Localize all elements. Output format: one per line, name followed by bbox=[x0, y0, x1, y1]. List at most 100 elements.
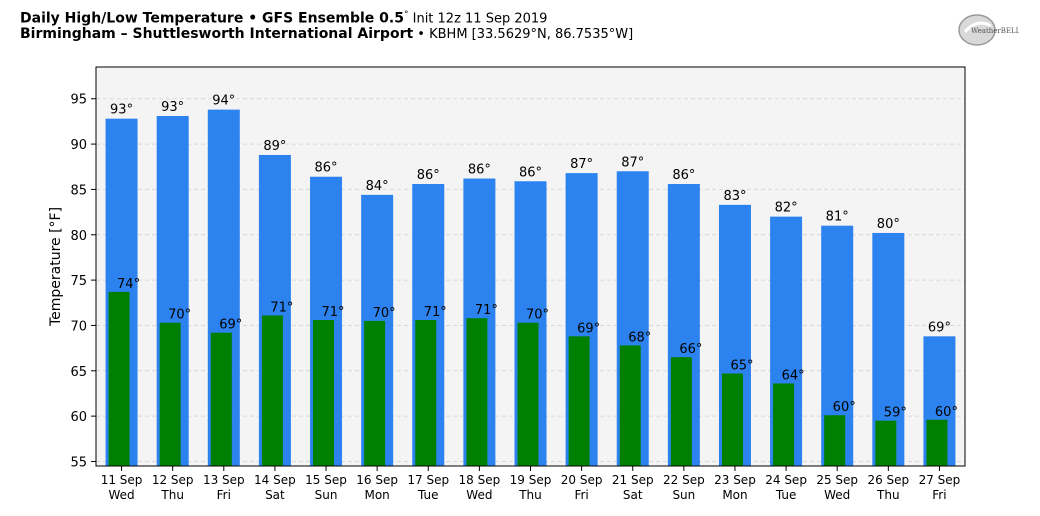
y-tick-label: 85 bbox=[70, 183, 87, 198]
x-tick-date: 25 Sep bbox=[816, 473, 858, 487]
title-main: Daily High/Low Temperature • GFS Ensembl… bbox=[20, 10, 404, 27]
x-tick-date: 22 Sep bbox=[663, 473, 705, 487]
high-label: 81° bbox=[826, 210, 849, 225]
x-tick-day: Thu bbox=[876, 488, 900, 502]
x-tick-date: 21 Sep bbox=[612, 473, 654, 487]
low-label: 64° bbox=[782, 368, 805, 383]
low-bar bbox=[619, 345, 641, 466]
x-tick-date: 11 Sep bbox=[101, 473, 143, 487]
x-tick-day: Sat bbox=[623, 488, 643, 502]
x-tick-day: Sat bbox=[265, 488, 285, 502]
y-tick-label: 90 bbox=[70, 138, 87, 153]
high-label: 94° bbox=[212, 94, 235, 109]
low-label: 60° bbox=[935, 405, 958, 420]
low-label: 71° bbox=[322, 305, 345, 320]
low-label: 71° bbox=[475, 303, 498, 318]
low-label: 71° bbox=[270, 300, 293, 315]
y-tick-label: 95 bbox=[70, 93, 87, 108]
low-bar bbox=[159, 322, 181, 466]
low-bar bbox=[568, 336, 590, 466]
low-label: 59° bbox=[884, 406, 907, 421]
x-tick-date: 18 Sep bbox=[459, 473, 501, 487]
x-tick-date: 26 Sep bbox=[867, 473, 909, 487]
low-label: 70° bbox=[526, 308, 549, 323]
high-label: 84° bbox=[366, 179, 389, 194]
low-label: 60° bbox=[833, 400, 856, 415]
low-bar bbox=[415, 320, 437, 466]
x-tick-day: Wed bbox=[108, 488, 134, 502]
x-tick-day: Fri bbox=[217, 488, 231, 502]
high-label: 89° bbox=[263, 139, 286, 154]
x-tick-day: Wed bbox=[824, 488, 850, 502]
x-tick-date: 16 Sep bbox=[356, 473, 398, 487]
x-tick-date: 24 Sep bbox=[765, 473, 807, 487]
low-bar bbox=[670, 357, 692, 466]
high-label: 93° bbox=[110, 103, 133, 118]
x-tick-day: Sun bbox=[315, 488, 338, 502]
low-label: 66° bbox=[679, 342, 702, 357]
x-tick-day: Fri bbox=[932, 488, 946, 502]
x-tick-date: 13 Sep bbox=[203, 473, 245, 487]
y-tick-label: 75 bbox=[70, 274, 87, 289]
x-tick-date: 15 Sep bbox=[305, 473, 347, 487]
x-tick-date: 14 Sep bbox=[254, 473, 296, 487]
low-label: 74° bbox=[117, 277, 140, 292]
x-tick-day: Tue bbox=[417, 488, 439, 502]
high-label: 93° bbox=[161, 100, 184, 115]
low-label: 69° bbox=[219, 318, 242, 333]
x-tick-day: Tue bbox=[775, 488, 797, 502]
high-label: 83° bbox=[723, 189, 746, 204]
plot-frame bbox=[95, 66, 966, 467]
x-tick-date: 19 Sep bbox=[510, 473, 552, 487]
x-tick-date: 20 Sep bbox=[561, 473, 603, 487]
low-label: 70° bbox=[373, 306, 396, 321]
x-tick-date: 23 Sep bbox=[714, 473, 756, 487]
chart-title-block: Daily High/Low Temperature • GFS Ensembl… bbox=[20, 8, 633, 42]
low-bar bbox=[773, 383, 795, 466]
y-axis-label: Temperature [°F] bbox=[48, 207, 64, 327]
y-tick-label: 65 bbox=[70, 365, 87, 380]
low-bar bbox=[824, 415, 846, 466]
y-tick-label: 60 bbox=[70, 410, 87, 425]
x-tick-day: Thu bbox=[518, 488, 542, 502]
low-bar bbox=[313, 320, 335, 466]
weatherbell-logo: WeatherBELL bbox=[958, 14, 1019, 46]
subtitle-station: Birmingham – Shuttlesworth International… bbox=[20, 25, 414, 42]
high-label: 69° bbox=[928, 320, 951, 335]
high-label: 87° bbox=[570, 157, 593, 172]
high-label: 82° bbox=[775, 201, 798, 216]
low-label: 69° bbox=[577, 321, 600, 336]
low-bar bbox=[517, 322, 539, 466]
x-tick-date: 27 Sep bbox=[919, 473, 961, 487]
high-label: 86° bbox=[519, 165, 542, 180]
low-bar bbox=[875, 420, 897, 466]
y-tick-label: 55 bbox=[70, 455, 87, 470]
x-tick-day: Sun bbox=[672, 488, 695, 502]
low-bar bbox=[926, 419, 948, 466]
low-label: 65° bbox=[730, 359, 753, 374]
x-tick-day: Thu bbox=[160, 488, 184, 502]
high-label: 86° bbox=[417, 168, 440, 183]
low-bar bbox=[210, 332, 232, 466]
logo-text: WeatherBELL bbox=[971, 27, 1019, 35]
low-bar bbox=[364, 320, 386, 466]
high-label: 86° bbox=[468, 163, 491, 178]
y-tick-label: 70 bbox=[70, 319, 87, 334]
title-init: Init 12z 11 Sep 2019 bbox=[408, 11, 548, 27]
title-degree: ° bbox=[403, 10, 409, 20]
low-bar bbox=[466, 318, 488, 466]
x-tick-date: 12 Sep bbox=[152, 473, 194, 487]
low-bar bbox=[261, 315, 283, 466]
x-tick-day: Mon bbox=[722, 488, 747, 502]
subtitle-coords: • KBHM [33.5629°N, 86.7535°W] bbox=[413, 26, 634, 42]
low-bar bbox=[721, 373, 743, 466]
high-label: 86° bbox=[672, 168, 695, 183]
low-label: 70° bbox=[168, 308, 191, 323]
low-label: 71° bbox=[424, 305, 447, 320]
chart-subtitle: Birmingham – Shuttlesworth International… bbox=[20, 25, 634, 42]
low-label: 68° bbox=[628, 330, 651, 345]
x-tick-day: Fri bbox=[574, 488, 588, 502]
x-tick-day: Wed bbox=[466, 488, 492, 502]
high-label: 86° bbox=[315, 161, 338, 176]
